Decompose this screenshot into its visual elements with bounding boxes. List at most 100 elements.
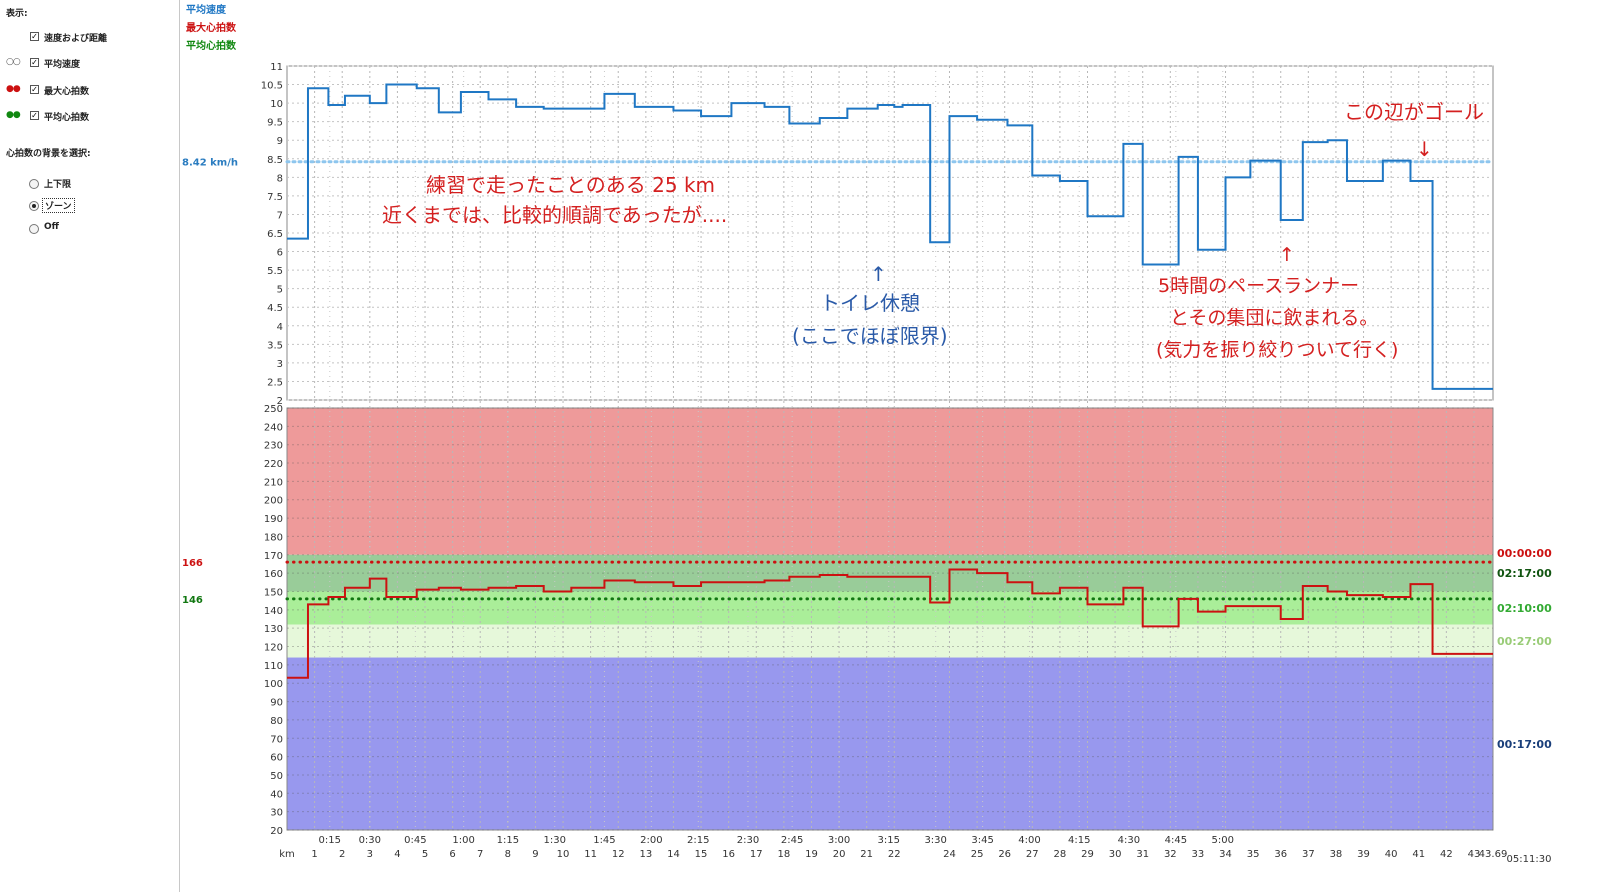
- time-tick-label-15: 4:00: [1018, 835, 1040, 846]
- hr-tick-label-14: 160: [264, 569, 283, 580]
- speed-tick-label-4: 4: [277, 322, 283, 333]
- hr-tick-label-22: 240: [264, 422, 283, 433]
- hr-zone-time-0: 00:00:00: [1497, 547, 1552, 560]
- speed-distance-checkbox[interactable]: ✓: [30, 32, 39, 41]
- km-tick-label-34: 36: [1274, 849, 1287, 860]
- speed-tick-label-9: 6.5: [267, 229, 283, 240]
- km-tick-label-0: 1: [311, 849, 317, 860]
- annotation-pace-text-line2: 近くまでは、比較的順調であったが....: [382, 203, 727, 227]
- annotation-toilet-line1: トイレ休憩: [820, 291, 920, 315]
- time-tick-label-18: 4:45: [1165, 835, 1187, 846]
- km-tick-label-28: 30: [1109, 849, 1122, 860]
- km-tick-label-15: 16: [722, 849, 735, 860]
- avg-speed-marker-icon: ○○: [6, 57, 21, 67]
- hr-panel-border: [286, 407, 1494, 831]
- annotation-pacer-line2: とその集団に飲まれる。: [1170, 307, 1378, 329]
- speed-tick-label-11: 7.5: [267, 192, 283, 203]
- max-hr-marker-icon: ●●: [6, 84, 21, 94]
- speed-tick-label-0: 2: [277, 396, 283, 407]
- km-tick-label-35: 37: [1302, 849, 1315, 860]
- hr-tick-label-8: 100: [264, 679, 283, 690]
- km-tick-label-3: 4: [394, 849, 400, 860]
- hr-tick-label-0: 20: [270, 826, 283, 837]
- avg-speed-label: 8.42 km/h: [182, 158, 238, 169]
- hr-tick-label-9: 110: [264, 661, 283, 672]
- radio-zones-label: ゾーン: [42, 198, 75, 213]
- hr-tick-label-12: 140: [264, 606, 283, 617]
- km-tick-label-18: 19: [805, 849, 818, 860]
- km-tick-label-2: 3: [367, 849, 373, 860]
- km-tick-label-4: 5: [422, 849, 428, 860]
- km-tick-label-30: 32: [1164, 849, 1177, 860]
- km-tick-label-41: 43: [1468, 849, 1481, 860]
- speed-tick-label-7: 5.5: [267, 266, 283, 277]
- radio-zones[interactable]: [29, 201, 39, 211]
- speed-tick-label-5: 4.5: [267, 303, 283, 314]
- speed-tick-label-8: 6: [277, 248, 283, 259]
- avg-speed-option-label: 平均速度: [44, 60, 81, 70]
- speed-tick-label-2: 3: [277, 359, 283, 370]
- time-tick-label-6: 1:45: [593, 835, 615, 846]
- time-tick-label-12: 3:15: [878, 835, 900, 846]
- km-end-label: 43.69: [1479, 849, 1508, 860]
- hr-tick-label-5: 70: [270, 734, 283, 745]
- total-time-label: 05:11:30: [1507, 854, 1552, 865]
- radio-limits[interactable]: [29, 179, 39, 189]
- legend-avg-hr: 平均心拍数: [186, 41, 236, 52]
- hr-tick-label-15: 170: [264, 551, 283, 562]
- km-tick-label-14: 15: [695, 849, 708, 860]
- avg-speed-checkbox[interactable]: ✓: [30, 58, 39, 67]
- chart-legend: 平均速度 最大心拍数 平均心拍数: [186, 2, 236, 56]
- km-tick-label-37: 39: [1357, 849, 1370, 860]
- time-tick-label-2: 0:45: [404, 835, 426, 846]
- km-unit-label: km: [279, 849, 295, 860]
- max-hr-checkbox[interactable]: ✓: [30, 85, 39, 94]
- km-tick-label-23: 25: [971, 849, 984, 860]
- hr-zone-time-1: 02:17:00: [1497, 567, 1552, 580]
- km-tick-label-17: 18: [777, 849, 790, 860]
- km-tick-label-29: 31: [1136, 849, 1149, 860]
- hr-zone-time-3: 00:27:00: [1497, 635, 1552, 648]
- speed-tick-label-3: 3.5: [267, 340, 283, 351]
- km-tick-label-40: 42: [1440, 849, 1453, 860]
- km-tick-label-31: 33: [1192, 849, 1205, 860]
- hr-tick-label-3: 50: [270, 771, 283, 782]
- time-tick-label-5: 1:30: [544, 835, 566, 846]
- time-tick-label-19: 5:00: [1212, 835, 1234, 846]
- time-tick-label-9: 2:30: [737, 835, 759, 846]
- radio-limits-label: 上下限: [44, 180, 72, 190]
- speed-tick-label-16: 10: [270, 99, 283, 110]
- speed-tick-label-18: 11: [270, 62, 283, 73]
- km-tick-label-8: 9: [532, 849, 538, 860]
- time-tick-label-3: 1:00: [452, 835, 474, 846]
- km-tick-label-5: 6: [449, 849, 455, 860]
- speed-tick-label-1: 2.5: [267, 377, 283, 388]
- radio-off[interactable]: [29, 224, 39, 234]
- annotation-pacer-line1: 5時間のペースランナー: [1158, 275, 1359, 297]
- km-tick-label-32: 34: [1219, 849, 1232, 860]
- km-tick-label-21: 22: [888, 849, 901, 860]
- annotation-pacer-line3: (気力を振り絞りついて行く): [1156, 339, 1398, 361]
- km-tick-label-13: 14: [667, 849, 680, 860]
- avg-hr-option-label: 平均心拍数: [44, 113, 90, 123]
- time-tick-label-17: 4:30: [1118, 835, 1140, 846]
- hr-tick-label-18: 200: [264, 496, 283, 507]
- options-sidebar: 表示: ✓ 速度および距離 ○○ ✓ 平均速度 ●● ✓ 最大心拍数 ●● ✓ …: [0, 0, 180, 892]
- hr-tick-label-19: 210: [264, 477, 283, 488]
- annotation-goal-text: この辺がゴール: [1344, 100, 1484, 124]
- max-hr-option-label: 最大心拍数: [44, 87, 90, 97]
- avg-hr-marker-icon: ●●: [6, 110, 21, 120]
- hr-tick-label-1: 30: [270, 808, 283, 819]
- km-tick-label-27: 29: [1081, 849, 1094, 860]
- time-tick-label-16: 4:15: [1068, 835, 1090, 846]
- speed-tick-label-10: 7: [277, 210, 283, 221]
- annotation-goal-arrow: ↓: [1416, 137, 1433, 161]
- km-tick-label-36: 38: [1330, 849, 1343, 860]
- km-tick-label-24: 26: [998, 849, 1011, 860]
- hr-tick-label-4: 60: [270, 753, 283, 764]
- time-tick-label-1: 0:30: [359, 835, 381, 846]
- hr-tick-label-10: 120: [264, 643, 283, 654]
- time-tick-label-11: 3:00: [828, 835, 850, 846]
- time-tick-label-4: 1:15: [497, 835, 519, 846]
- avg-hr-checkbox[interactable]: ✓: [30, 111, 39, 120]
